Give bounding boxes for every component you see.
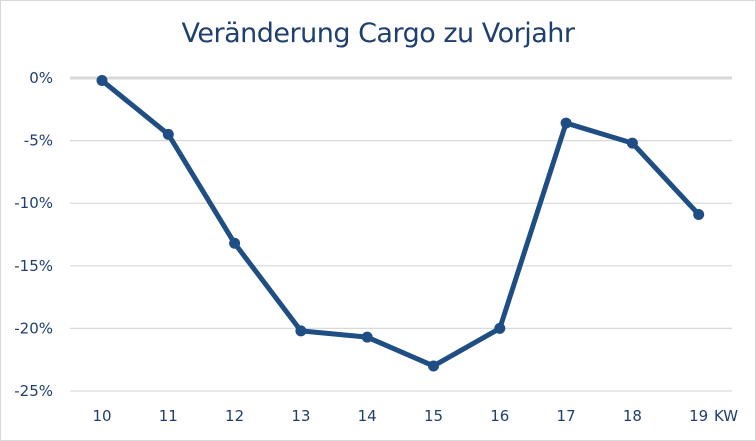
x-tick-label: 15 [424, 407, 443, 425]
y-tick-label: -5% [24, 132, 53, 150]
x-tick-label: 10 [92, 407, 111, 425]
gridlines [70, 76, 732, 392]
data-point [295, 325, 307, 337]
data-line [100, 78, 701, 369]
x-axis-label: KW [714, 407, 738, 425]
data-point [361, 331, 373, 343]
data-point [693, 208, 705, 220]
data-point [626, 137, 638, 149]
x-axis-ticks: 10 11 12 13 14 15 16 17 18 19 [92, 407, 708, 425]
data-point [96, 75, 108, 87]
x-tick-label: 16 [490, 407, 509, 425]
x-tick-label: 13 [291, 407, 310, 425]
x-tick-label: 12 [225, 407, 244, 425]
chart-title: Veränderung Cargo zu Vorjahr [181, 18, 575, 49]
y-tick-label: -15% [14, 257, 53, 275]
data-point [494, 322, 506, 334]
data-point [162, 128, 174, 140]
x-tick-label: 19 [689, 407, 708, 425]
y-axis-ticks: 0% -5% -10% -15% -20% -25% [14, 69, 53, 400]
y-tick-label: -20% [14, 319, 53, 337]
y-tick-label: -10% [14, 194, 53, 212]
x-tick-label: 14 [358, 407, 377, 425]
y-tick-label: 0% [29, 69, 53, 87]
data-point [560, 117, 572, 129]
x-tick-label: 17 [557, 407, 576, 425]
data-point [428, 360, 439, 372]
x-tick-label: 11 [159, 407, 178, 425]
data-point [229, 237, 241, 249]
data-points [96, 75, 705, 372]
x-tick-label: 18 [623, 407, 642, 425]
y-tick-label: -25% [14, 382, 53, 400]
